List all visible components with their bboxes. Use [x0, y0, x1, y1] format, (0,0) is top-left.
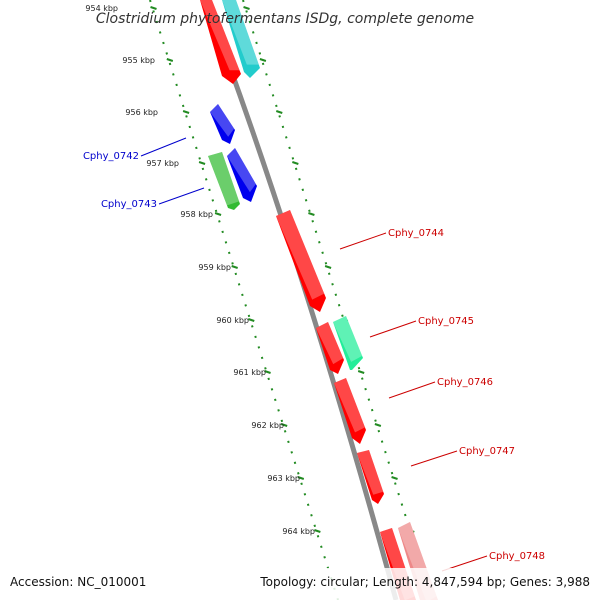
accession-text: Accession: NC_010001	[10, 575, 146, 589]
gene-feature-highlight	[334, 378, 365, 433]
gene-label: Cphy_0743	[101, 199, 157, 210]
footer-backdrop	[0, 568, 600, 600]
scale-major-tick	[357, 370, 365, 374]
scale-major-tick	[374, 423, 382, 427]
gene-labels: Cphy_0742 Cphy_0743 Cphy_0744 Cphy_0745 Cphy…	[83, 151, 545, 562]
scale-major-tick	[308, 212, 315, 216]
gene-feature-highlight	[357, 450, 384, 495]
gene-label: Cphy_0746	[437, 377, 493, 388]
gene-feature-highlight	[222, 0, 259, 65]
scale-tick-label: 963 kbp	[267, 474, 300, 483]
gene-feature-highlight	[210, 104, 235, 137]
gene-feature-reverse-cds	[316, 322, 344, 374]
gene-feature-reverse-cds	[334, 378, 366, 444]
scale-major-tick	[292, 161, 299, 165]
scale-major-tick	[247, 318, 255, 322]
scale-major-tick	[198, 161, 206, 165]
scale-tick-label: 956 kbp	[125, 108, 158, 117]
gene-feature-highlight	[208, 152, 240, 206]
gene-label: Cphy_0742	[83, 151, 139, 162]
gene-feature-highlight	[316, 322, 344, 365]
gene-feature-highlight	[200, 0, 240, 71]
gene-label-leader	[388, 381, 436, 399]
gene-feature-forward-cds	[210, 104, 235, 144]
gene-label-leader	[158, 187, 205, 205]
scale-major-tick	[314, 529, 321, 533]
gene-feature-reverse-cds	[200, 0, 241, 84]
scale-tick-label: 958 kbp	[180, 210, 213, 219]
gene-label-leader	[410, 450, 458, 467]
scale-major-tick	[280, 423, 288, 427]
scale-major-tick	[259, 58, 267, 62]
gene-label: Cphy_0748	[489, 551, 545, 562]
scale-tick-label: 955 kbp	[122, 56, 155, 65]
gene-label-leader	[140, 137, 187, 157]
scale-major-tick	[264, 370, 271, 374]
scale-major-tick	[166, 58, 174, 62]
gene-feature-forward-orf	[208, 152, 240, 210]
scale-ticks: 954 kbp 955 kbp 956 kbp 957 kbp 958 kbp 959 k…	[85, 0, 433, 600]
scale-major-tick	[297, 476, 305, 480]
scale-tick-label: 959 kbp	[198, 263, 231, 272]
gene-feature-reverse-orf	[333, 316, 363, 370]
scale-tick-label: 954 kbp	[85, 4, 118, 13]
genome-title: Clostridium phytofermentans ISDg, comple…	[96, 11, 474, 27]
gene-feature-highlight	[333, 316, 363, 362]
gene-label: Cphy_0744	[388, 228, 444, 239]
gene-feature-reverse-cds	[357, 450, 384, 504]
gene-label-leader	[339, 232, 387, 250]
scale-major-tick	[275, 110, 283, 114]
gene-label: Cphy_0747	[459, 446, 515, 457]
gene-label: Cphy_0745	[418, 316, 474, 327]
genome-summary-text: Topology: circular; Length: 4,847,594 bp…	[259, 575, 590, 589]
gene-feature-highlight	[227, 148, 256, 193]
scale-major-tick	[391, 476, 398, 480]
scale-major-tick	[243, 6, 250, 10]
scale-major-tick	[182, 110, 190, 114]
scale-major-tick	[231, 265, 238, 269]
gene-feature-forward-cds	[227, 148, 257, 202]
scale-major-tick	[214, 212, 222, 216]
scale-tick-label: 962 kbp	[251, 421, 284, 430]
scale-major-tick	[150, 6, 157, 10]
gene-feature-reverse-orf	[222, 0, 260, 78]
gene-feature-highlight	[276, 210, 325, 300]
scale-tick-label: 964 kbp	[282, 527, 315, 536]
gene-feature-reverse-cds	[276, 210, 326, 312]
scale-major-tick	[324, 265, 332, 269]
scale-tick-label: 960 kbp	[216, 316, 249, 325]
scale-tick-label: 957 kbp	[146, 159, 179, 168]
gene-label-leader	[369, 320, 417, 338]
scale-tick-label: 961 kbp	[233, 368, 266, 377]
